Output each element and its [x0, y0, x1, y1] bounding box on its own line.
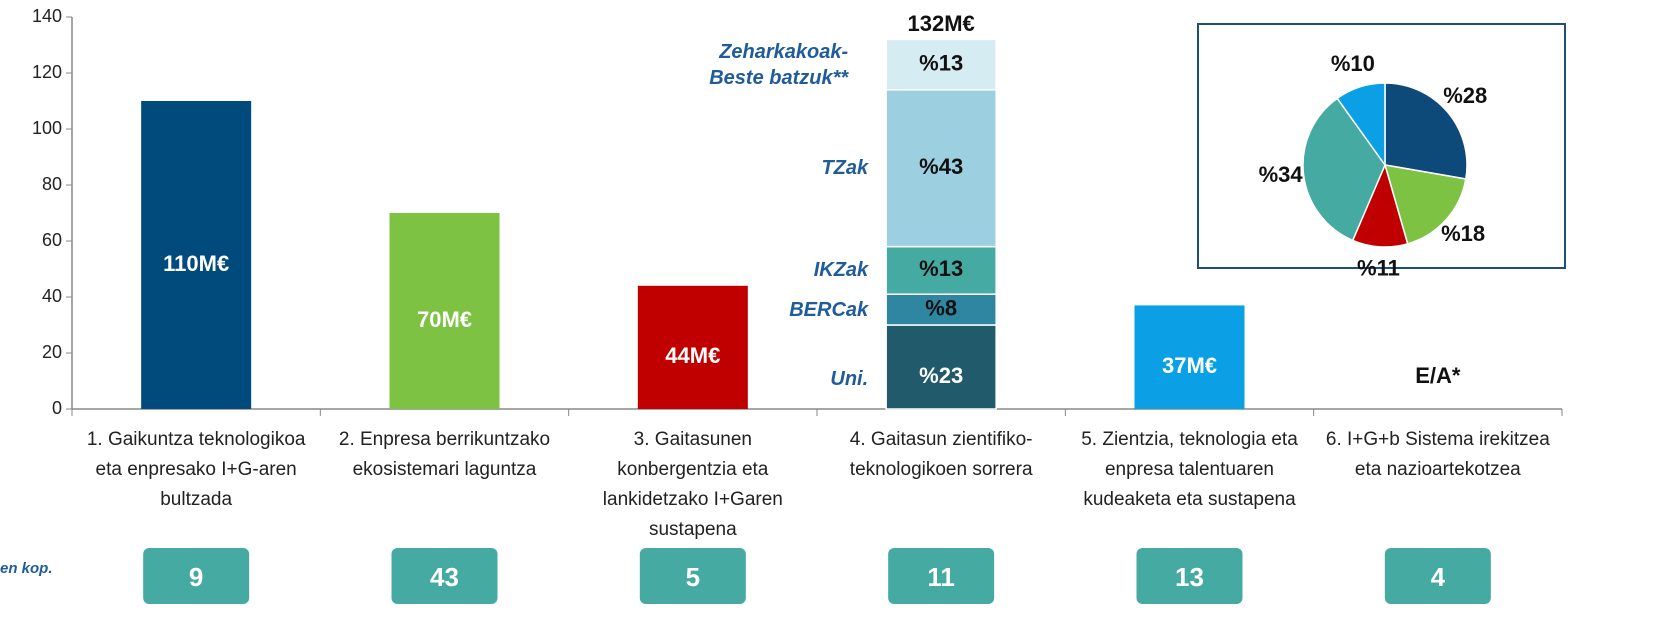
pie-slice — [1336, 82, 1386, 168]
pie-label: %10 — [1331, 51, 1375, 76]
count-box — [1384, 548, 1491, 604]
segment-name: Uni. — [830, 368, 869, 390]
count-label: 11 — [927, 562, 955, 592]
segment-share-label: %13 — [919, 256, 963, 281]
x-tick-label: 5. Zientzia, teknologia eta enpresa tale… — [1081, 429, 1298, 510]
segment-name: BERCak — [789, 298, 869, 321]
count-label: 13 — [1175, 562, 1204, 592]
segment-share-label: %13 — [919, 50, 963, 75]
segment-name: Zeharkakoak- Beste batzuk** — [709, 40, 849, 89]
bar-segment — [885, 293, 997, 326]
y-tick-label: 80 — [42, 174, 62, 194]
bar — [637, 285, 748, 409]
segment-share-label: %43 — [919, 154, 963, 179]
count-label: 9 — [189, 562, 203, 592]
count-box — [1136, 548, 1243, 604]
pie-slice — [1302, 97, 1386, 242]
count-box — [391, 548, 498, 604]
bar — [1134, 305, 1245, 409]
bar-value-label: E/A* — [1415, 363, 1461, 388]
y-tick-label: 120 — [32, 62, 62, 82]
pie-label: %34 — [1259, 162, 1304, 187]
y-tick-label: 140 — [32, 6, 62, 26]
bar-value-label: 110M€ — [163, 251, 229, 276]
y-tick-label: 100 — [32, 118, 62, 138]
segment-name: TZak — [821, 157, 869, 180]
pie-slice — [1383, 164, 1467, 245]
pie-slice — [1384, 82, 1468, 180]
y-tick-label: 40 — [42, 286, 62, 306]
count-box — [888, 548, 995, 604]
pie-label: %18 — [1441, 221, 1485, 246]
bar-segment — [885, 89, 997, 248]
bar-segment — [885, 38, 997, 91]
bar-value-label: 70M€ — [417, 307, 472, 332]
x-tick-label: 4. Gaitasun zientifiko-teknologikoen sor… — [849, 429, 1033, 480]
bar-segment — [885, 245, 997, 295]
segment-share-label: %23 — [919, 363, 963, 388]
pie-label: %11 — [1357, 256, 1400, 281]
bar-value-label: 44M€ — [665, 343, 720, 368]
bar — [141, 101, 252, 409]
counts-label: en kop. — [0, 560, 53, 577]
x-tick-label: 3. Gaitasunen konbergentzia eta lankidet… — [602, 429, 783, 540]
bar-total-label: 132M€ — [908, 11, 975, 36]
pie-label: %28 — [1443, 83, 1487, 108]
count-label: 5 — [686, 562, 700, 592]
y-tick-label: 0 — [52, 398, 62, 418]
y-tick-label: 20 — [42, 342, 62, 362]
segment-name: IKZak — [813, 259, 869, 282]
x-tick-label: 1. Gaikuntza teknologikoa eta enpresako … — [86, 429, 306, 510]
count-label: 43 — [430, 562, 459, 592]
bar-segment — [885, 324, 997, 410]
segment-share-label: %8 — [925, 295, 957, 320]
bar — [389, 213, 500, 409]
x-tick-label: 2. Enpresa berrikuntzako ekosistemari la… — [338, 429, 551, 480]
bar-value-label: 37M€ — [1162, 353, 1217, 378]
count-box — [639, 548, 746, 604]
count-label: 4 — [1431, 562, 1446, 592]
count-box — [143, 548, 250, 604]
y-tick-label: 60 — [42, 230, 62, 250]
x-tick-label: 6. I+G+b Sistema irekitzea eta nazioarte… — [1325, 429, 1550, 480]
